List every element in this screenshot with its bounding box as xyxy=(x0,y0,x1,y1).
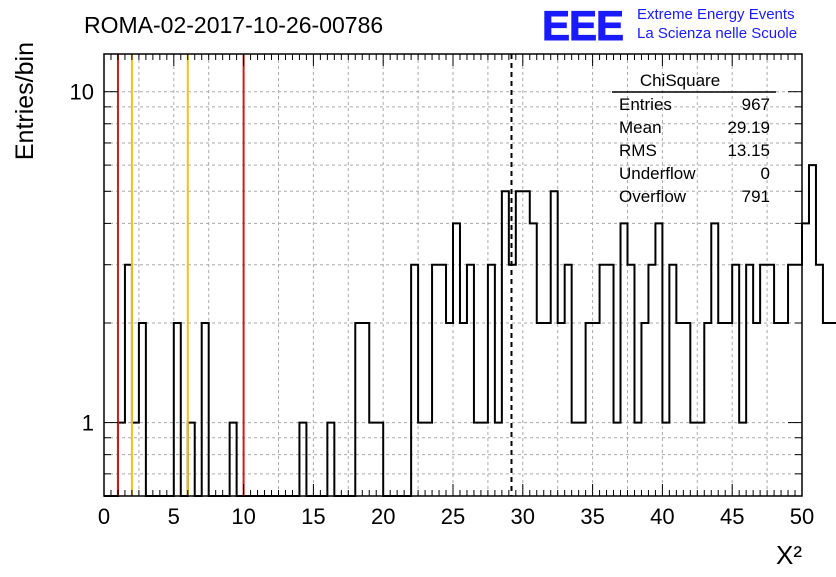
stats-underflow-label: Underflow xyxy=(619,164,696,183)
x-tick-label: 50 xyxy=(790,504,814,529)
stats-entries-value: 967 xyxy=(742,95,770,114)
stats-box: ChiSquare Entries 967 Mean 29.19 RMS 13.… xyxy=(612,71,776,206)
stats-title: ChiSquare xyxy=(640,71,720,90)
logo-line-2: La Scienza nelle Scuole xyxy=(637,25,797,42)
x-tick-label: 0 xyxy=(98,504,110,529)
logo-letters: EEE xyxy=(542,2,623,49)
x-tick-label: 40 xyxy=(650,504,674,529)
y-tick-label: 10 xyxy=(70,80,94,105)
marker-lines xyxy=(116,54,513,496)
stats-overflow-value: 791 xyxy=(742,187,770,206)
x-axis-label: X² xyxy=(776,540,802,570)
stats-rms-label: RMS xyxy=(619,141,657,160)
y-tick-label: 1 xyxy=(82,411,94,436)
x-tick-label: 10 xyxy=(231,504,255,529)
histogram-outline xyxy=(104,164,836,497)
run-id-title: ROMA-02-2017-10-26-00786 xyxy=(84,12,383,38)
y-axis-label: Entries/bin xyxy=(11,42,39,160)
stats-mean-label: Mean xyxy=(619,118,662,137)
x-tick-label: 25 xyxy=(441,504,465,529)
y-ticks: 1 10 xyxy=(70,80,802,475)
eee-logo: EEE Extreme Energy Events La Scienza nel… xyxy=(542,2,798,50)
histogram xyxy=(104,164,836,497)
x-tick-label: 30 xyxy=(511,504,535,529)
logo-line-1: Extreme Energy Events xyxy=(637,6,795,23)
stats-underflow-value: 0 xyxy=(761,164,770,183)
stats-mean-value: 29.19 xyxy=(727,118,770,137)
stats-rms-value: 13.15 xyxy=(727,141,770,160)
x-ticks: 0 5 10 15 20 25 30 35 40 45 50 xyxy=(98,54,814,529)
x-tick-label: 45 xyxy=(720,504,744,529)
x-tick-label: 20 xyxy=(371,504,395,529)
stats-entries-label: Entries xyxy=(619,95,672,114)
x-tick-label: 5 xyxy=(168,504,180,529)
x-tick-label: 15 xyxy=(301,504,325,529)
x-tick-label: 35 xyxy=(580,504,604,529)
stats-overflow-label: Overflow xyxy=(619,187,687,206)
